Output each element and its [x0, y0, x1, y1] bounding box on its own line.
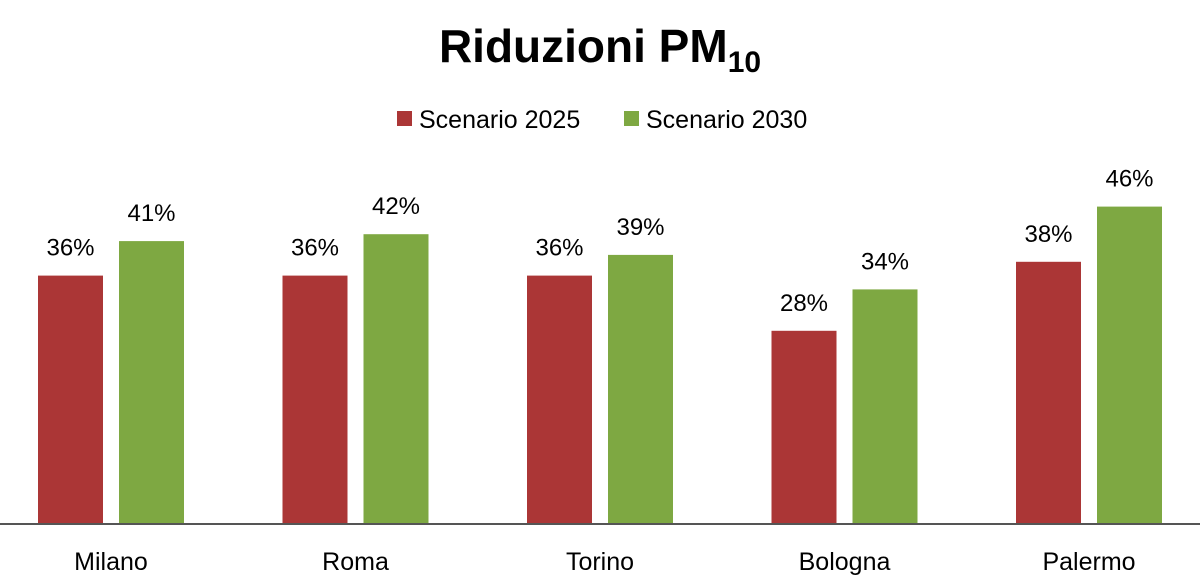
data-label-bologna-series-1: 28% [780, 290, 828, 317]
data-label-torino-series-1: 36% [535, 235, 583, 262]
chart-title-subscript: 10 [728, 46, 761, 79]
bar-roma-series-2 [363, 234, 429, 524]
bar-palermo-series-1 [1016, 261, 1081, 524]
bar-milano-series-2 [119, 241, 184, 524]
data-label-bologna-series-2: 34% [861, 248, 909, 275]
data-label-roma-series-1: 36% [291, 235, 339, 262]
bar-torino-series-1 [527, 275, 592, 524]
bar-milano-series-1 [38, 275, 103, 524]
category-label-roma: Roma [322, 548, 389, 576]
chart-title-main: Riduzioni PM [439, 20, 728, 72]
legend: Scenario 2025 Scenario 2030 [397, 106, 807, 134]
data-label-torino-series-2: 39% [616, 214, 664, 241]
data-label-palermo-series-1: 38% [1024, 221, 1072, 248]
legend-label-1: Scenario 2025 [419, 106, 580, 134]
legend-label-2: Scenario 2030 [646, 106, 807, 134]
legend-swatch-2 [624, 111, 639, 126]
bar-roma-series-1 [282, 275, 348, 524]
bar-torino-series-2 [608, 254, 673, 524]
chart-title: Riduzioni PM10 [439, 20, 761, 79]
category-label-torino: Torino [566, 548, 634, 576]
legend-swatch-1 [397, 111, 412, 126]
bar-palermo-series-2 [1097, 206, 1162, 524]
data-label-roma-series-2: 42% [372, 193, 420, 220]
category-labels-group: Milano Roma Torino Bologna Palermo [74, 548, 1135, 576]
data-label-milano-series-2: 41% [127, 200, 175, 227]
category-label-milano: Milano [74, 548, 148, 576]
data-label-palermo-series-2: 46% [1105, 166, 1153, 193]
category-label-palermo: Palermo [1042, 548, 1135, 576]
category-label-bologna: Bologna [799, 548, 891, 576]
data-label-milano-series-1: 36% [46, 235, 94, 262]
bar-bologna-series-2 [852, 289, 918, 524]
bar-bologna-series-1 [771, 330, 837, 524]
bars-group [38, 206, 1162, 524]
data-labels-group: 36% 41% 36% 42% 36% 39% 28% 34% 38% 46% [46, 166, 1153, 317]
